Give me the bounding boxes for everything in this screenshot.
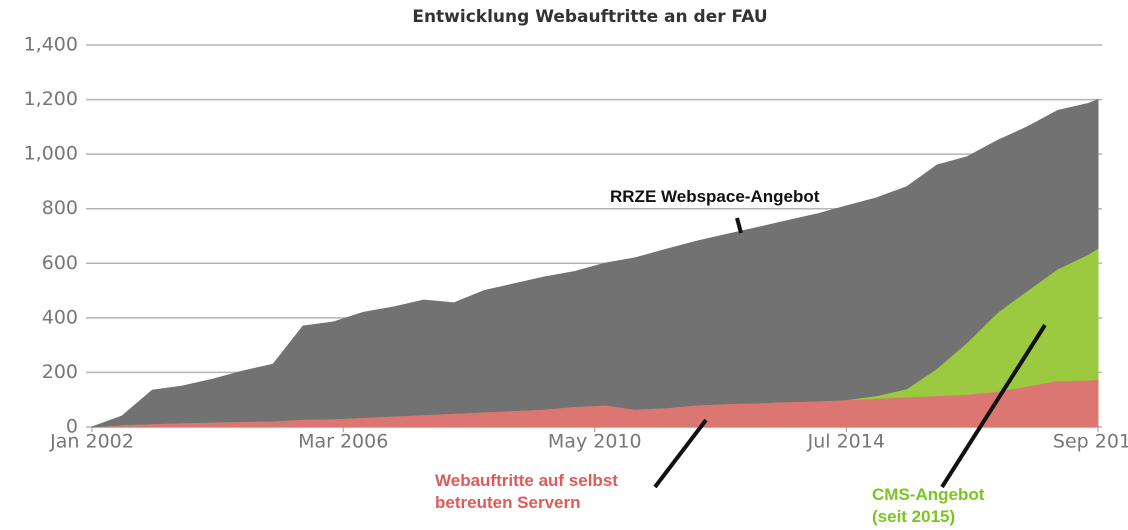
y-tick-label: 1,400 bbox=[24, 34, 78, 56]
x-tick-label: Mar 2006 bbox=[298, 431, 388, 453]
annotation: Webauftritte auf selbst betreuten Server… bbox=[435, 471, 618, 512]
area bbox=[91, 98, 1099, 428]
annotation: RRZE Webspace-Angebot bbox=[610, 187, 820, 206]
y-tick-label: 600 bbox=[42, 252, 78, 274]
y-tick-label: 800 bbox=[42, 197, 78, 219]
y-tick-label: 400 bbox=[42, 306, 78, 328]
y-tick-label: 1,000 bbox=[24, 143, 78, 165]
chart-title: Entwicklung Webauftritte an der FAU bbox=[412, 7, 767, 27]
pointer bbox=[653, 418, 708, 489]
pointer bbox=[940, 323, 1047, 489]
y-tick-label: 0 bbox=[66, 416, 78, 438]
y-tick-label: 200 bbox=[42, 361, 78, 383]
pointer bbox=[735, 217, 743, 234]
annotation: CMS-Angebot (seit 2015) bbox=[872, 485, 985, 526]
x-tick-label: Jul 2014 bbox=[807, 431, 885, 453]
x-tick-label: Jan 2002 bbox=[49, 431, 134, 453]
y-tick-label: 1,200 bbox=[24, 88, 78, 110]
x-tick-label: Sep 2018 bbox=[1053, 431, 1128, 453]
x-tick-label: May 2010 bbox=[548, 431, 642, 453]
ticks: 0 200 400 600 800 1,000 1,200 1,400 Jan 2002 Mar … bbox=[24, 34, 1128, 453]
areas bbox=[91, 98, 1099, 428]
